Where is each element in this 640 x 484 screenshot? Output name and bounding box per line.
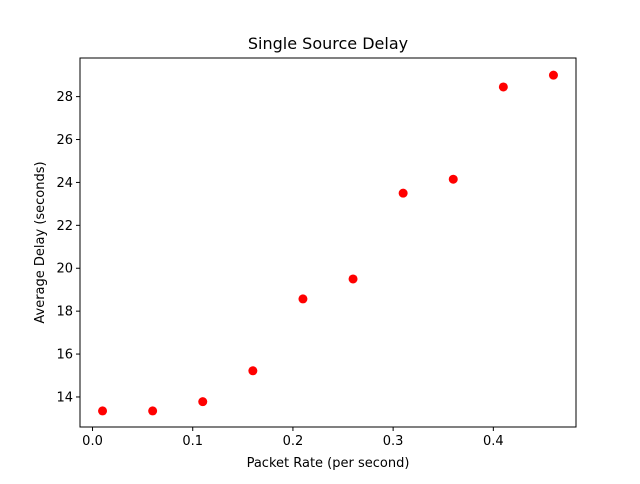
- data-point: [298, 294, 308, 304]
- y-tick-label: 18: [56, 305, 73, 320]
- data-point: [448, 174, 458, 184]
- plot-frame: [79, 57, 577, 428]
- data-point: [98, 406, 108, 416]
- y-axis-ticks: 14 16 18 20 22 24 26 28: [56, 90, 80, 405]
- y-tick-label: 14: [56, 390, 73, 405]
- y-tick-label: 20: [56, 262, 73, 277]
- y-tick-label: 26: [56, 133, 73, 148]
- x-tick-label: 0.0: [82, 434, 103, 449]
- data-point: [248, 366, 258, 376]
- data-point: [148, 406, 158, 416]
- data-point: [348, 274, 358, 284]
- x-axis-label: Packet Rate (per second): [247, 456, 410, 471]
- y-axis-label: Average Delay (seconds): [33, 161, 48, 323]
- y-tick-label: 28: [56, 90, 73, 105]
- data-point: [548, 70, 558, 80]
- x-tick-label: 0.2: [283, 434, 304, 449]
- x-axis-ticks: 0.0 0.1 0.2 0.3 0.4: [82, 427, 504, 449]
- chart-title: Single Source Delay: [248, 34, 408, 53]
- x-tick-label: 0.1: [182, 434, 203, 449]
- y-tick-label: 16: [56, 348, 73, 363]
- x-tick-label: 0.4: [483, 434, 504, 449]
- y-tick-label: 24: [56, 176, 73, 191]
- y-tick-label: 22: [56, 219, 73, 234]
- x-tick-label: 0.3: [383, 434, 404, 449]
- data-point: [198, 397, 208, 407]
- data-points: [98, 70, 558, 416]
- data-point: [498, 82, 508, 92]
- data-point: [398, 188, 408, 198]
